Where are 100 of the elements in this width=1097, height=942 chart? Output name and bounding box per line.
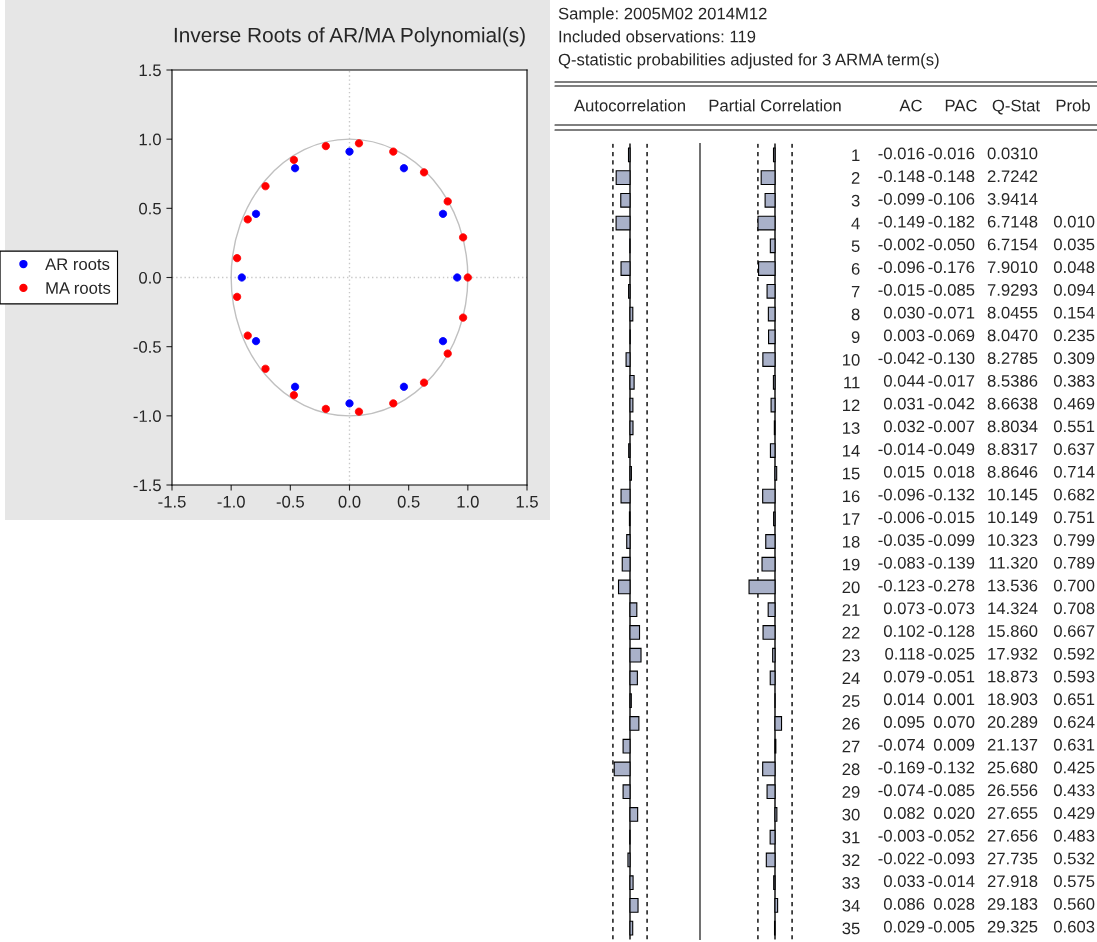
y-tick-label: 5 <box>851 240 860 253</box>
text: 10.145 0.682 <box>988 488 1095 501</box>
data-label: -0.093 <box>928 852 975 865</box>
text: 8.0470 0.235 <box>987 329 1095 342</box>
y-tick-label: 26 <box>842 717 860 730</box>
data-label: -0.042 <box>878 352 925 365</box>
y-tick-label: 0.5 <box>139 202 161 215</box>
data-label: 0.020 <box>933 807 975 819</box>
x-tick-label: 0.0 <box>338 495 361 508</box>
data-label: -0.052 <box>928 829 975 842</box>
data-label: -0.132 <box>928 488 975 501</box>
y-tick-label: 23 <box>842 649 860 662</box>
y-tick-label: 3 <box>851 194 860 207</box>
data-label: 0.082 <box>883 807 925 819</box>
data-label: -0.051 <box>928 670 975 683</box>
text: 8.5386 0.383 <box>987 374 1095 387</box>
x-tick-label: 0.5 <box>397 495 420 508</box>
text: 14.324 0.708 <box>988 602 1095 615</box>
y-tick-label: 19 <box>843 558 860 571</box>
data-label: -0.071 <box>928 306 975 319</box>
y-tick-label: 6 <box>851 262 860 275</box>
data-label: -0.015 <box>878 284 925 296</box>
legend-label: AR roots <box>45 258 110 271</box>
y-tick-label: 30 <box>842 808 860 821</box>
data-label: -0.017 <box>928 374 975 387</box>
data-label: -0.006 <box>878 511 925 524</box>
data-label: 0.079 <box>883 670 925 683</box>
data-label: -0.085 <box>928 284 975 296</box>
x-tick-label: 1.0 <box>457 495 479 508</box>
text: 7.9010 0.048 <box>987 261 1095 274</box>
text: 26.556 0.433 <box>987 784 1095 797</box>
y-tick-label: 20 <box>842 581 860 594</box>
data-label: -0.016 <box>878 147 925 160</box>
data-label: 0.086 <box>883 898 925 910</box>
data-label: 0.073 <box>883 602 925 615</box>
y-tick-label: 17 <box>843 513 860 525</box>
y-tick-label: 10 <box>843 353 860 366</box>
data-label: -0.149 <box>878 215 925 228</box>
y-tick-label: 22 <box>842 626 860 639</box>
data-label: 0.003 <box>883 329 925 342</box>
data-label: -0.074 <box>878 738 925 751</box>
data-label: -0.278 <box>928 579 975 592</box>
data-label: -0.132 <box>928 761 975 774</box>
legend-label: MA roots <box>46 282 111 294</box>
text: 15.860 0.667 <box>988 625 1095 637</box>
y-tick-label: 27 <box>842 740 860 753</box>
data-label: -0.042 <box>928 397 975 410</box>
data-label: 0.031 <box>883 397 925 410</box>
data-label: -0.083 <box>878 556 925 569</box>
text: 20.289 0.624 <box>987 716 1095 728</box>
data-label: -0.035 <box>878 534 925 546</box>
y-tick-label: 21 <box>842 604 860 616</box>
data-label: -0.148 <box>878 170 925 183</box>
text: 27.735 0.532 <box>987 852 1095 865</box>
y-tick-label: 1.0 <box>139 133 161 146</box>
data-label: 0.070 <box>933 716 975 728</box>
data-label: 0.118 <box>885 647 925 660</box>
text: Q-Stat Prob <box>992 99 1090 115</box>
text: 27.655 0.429 <box>987 807 1095 819</box>
y-tick-label: 4 <box>851 217 860 230</box>
text: 29.183 0.560 <box>987 898 1095 910</box>
y-tick-label: 34 <box>842 899 860 912</box>
x-tick-label: -0.5 <box>276 495 304 508</box>
data-label: -0.014 <box>878 443 925 455</box>
data-label: -0.014 <box>928 875 975 888</box>
y-tick-label: 0.0 <box>139 271 161 284</box>
data-label: 0.033 <box>883 875 925 888</box>
text: 8.8034 0.551 <box>987 420 1095 433</box>
data-label: -0.099 <box>878 193 925 205</box>
y-tick-label: 14 <box>843 445 860 457</box>
x-tick-label: -1.0 <box>217 495 245 508</box>
text: 29.325 0.603 <box>987 920 1095 933</box>
text: 8.8646 0.714 <box>987 465 1095 478</box>
data-label: -0.002 <box>878 238 925 251</box>
chart-title: Inverse Roots of AR/MA Polynomial(s) <box>174 27 525 47</box>
data-label: -0.007 <box>928 420 975 433</box>
data-label: -0.025 <box>928 647 975 660</box>
data-label: -0.022 <box>878 852 925 865</box>
text: 18.903 0.651 <box>988 693 1095 706</box>
data-label: -0.182 <box>928 215 975 228</box>
data-label: -0.073 <box>928 602 975 615</box>
chart-title: Autocorrelation <box>573 99 685 112</box>
data-label: -0.050 <box>928 238 975 251</box>
text: 8.8317 0.637 <box>987 443 1095 455</box>
text: 3.9414 <box>987 193 1038 205</box>
data-label: 0.029 <box>883 920 925 933</box>
text: 25.680 0.425 <box>987 761 1095 774</box>
data-label: -0.069 <box>928 329 975 342</box>
x-tick-label: 1.5 <box>516 496 538 508</box>
text: 27.656 0.483 <box>987 829 1095 842</box>
data-label: -0.085 <box>928 784 975 797</box>
data-label: -0.123 <box>878 579 925 592</box>
data-label: 0.102 <box>883 625 925 637</box>
y-tick-label: 29 <box>842 786 860 798</box>
text: 10.149 0.751 <box>988 511 1095 524</box>
text: Included observations: 119 <box>559 30 756 43</box>
data-label: 0.044 <box>883 374 925 387</box>
data-label: 0.014 <box>883 693 925 706</box>
y-tick-label: 16 <box>843 490 860 503</box>
data-label: -0.106 <box>928 193 975 205</box>
